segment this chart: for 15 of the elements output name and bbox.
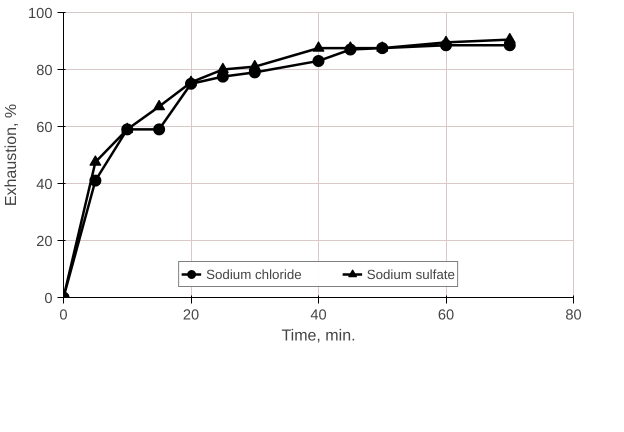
y-tick-label: 0 [44,291,53,307]
x-tick-label: 60 [438,308,454,324]
x-tick-label: 40 [310,308,327,324]
y-tick-label: 60 [36,120,53,136]
y-tick-label: 40 [36,177,53,193]
x-axis-title: Time, min. [281,328,356,344]
y-tick-label: 20 [36,234,53,250]
x-tick-label: 80 [565,308,582,324]
y-tick-label: 80 [36,63,53,79]
legend-label: Sodium chloride [206,266,302,282]
y-tick-label: 100 [28,6,53,22]
x-tick-label: 0 [59,308,68,324]
y-axis-title: Exhaustion, % [3,104,20,206]
x-tick-label: 20 [182,308,200,324]
legend-label: Sodium sulfate [366,266,455,282]
